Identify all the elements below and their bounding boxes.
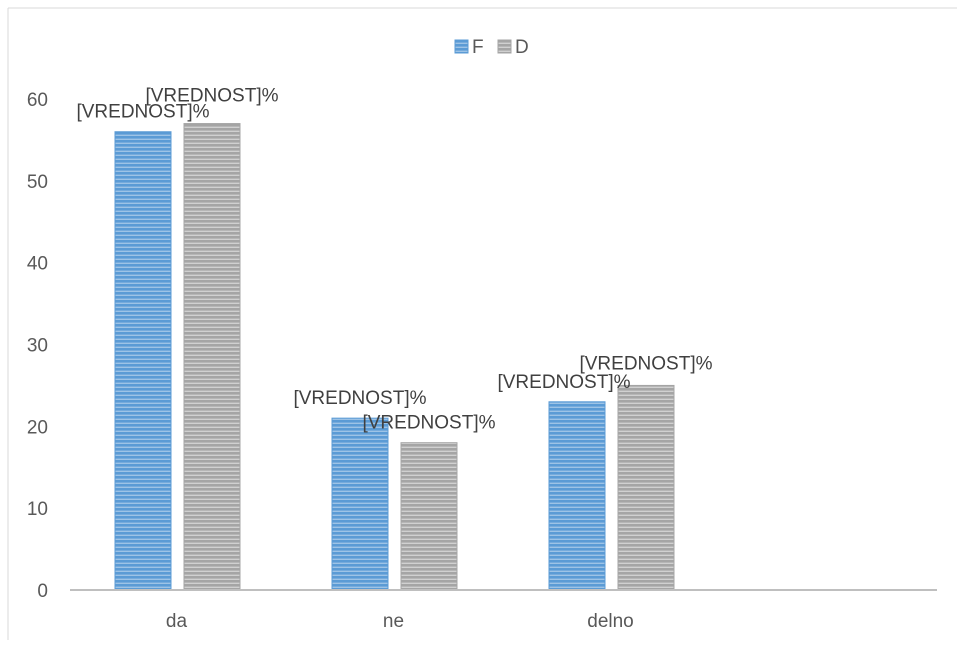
data-labels: [VREDNOST]%[VREDNOST]%[VREDNOST]%[VREDNO… (76, 86, 712, 434)
data-label: [VREDNOST]% (293, 388, 426, 409)
x-axis: da ne delno (70, 589, 937, 632)
data-label: [VREDNOST]% (579, 353, 712, 374)
y-tick-label: 60 (27, 90, 48, 111)
legend-swatch-f (454, 39, 469, 54)
x-tick-label: delno (587, 611, 634, 632)
y-tick-label: 0 (37, 581, 48, 602)
data-label: [VREDNOST]% (76, 102, 209, 123)
legend-label: D (515, 37, 529, 58)
data-label: [VREDNOST]% (362, 413, 495, 434)
bar-f-delno (548, 401, 606, 591)
bar-f-ne (331, 417, 389, 591)
data-label: [VREDNOST]% (497, 372, 630, 393)
data-label: [VREDNOST]% (145, 86, 278, 107)
legend-swatch-d (497, 39, 512, 54)
x-tick-label: da (166, 611, 188, 632)
y-axis: 0 10 20 30 40 50 60 (27, 90, 48, 602)
x-tick-label: ne (383, 611, 404, 632)
y-tick-label: 50 (27, 172, 48, 193)
y-tick-label: 10 (27, 499, 48, 520)
y-tick-label: 20 (27, 417, 48, 438)
y-tick-label: 40 (27, 254, 48, 275)
legend-label: F (472, 37, 484, 58)
bar-d-ne (400, 442, 458, 591)
y-tick-label: 30 (27, 336, 48, 357)
bar-f-da (114, 131, 172, 591)
bar-d-da (183, 123, 241, 591)
bars (114, 123, 675, 591)
bar-d-delno (617, 384, 675, 591)
